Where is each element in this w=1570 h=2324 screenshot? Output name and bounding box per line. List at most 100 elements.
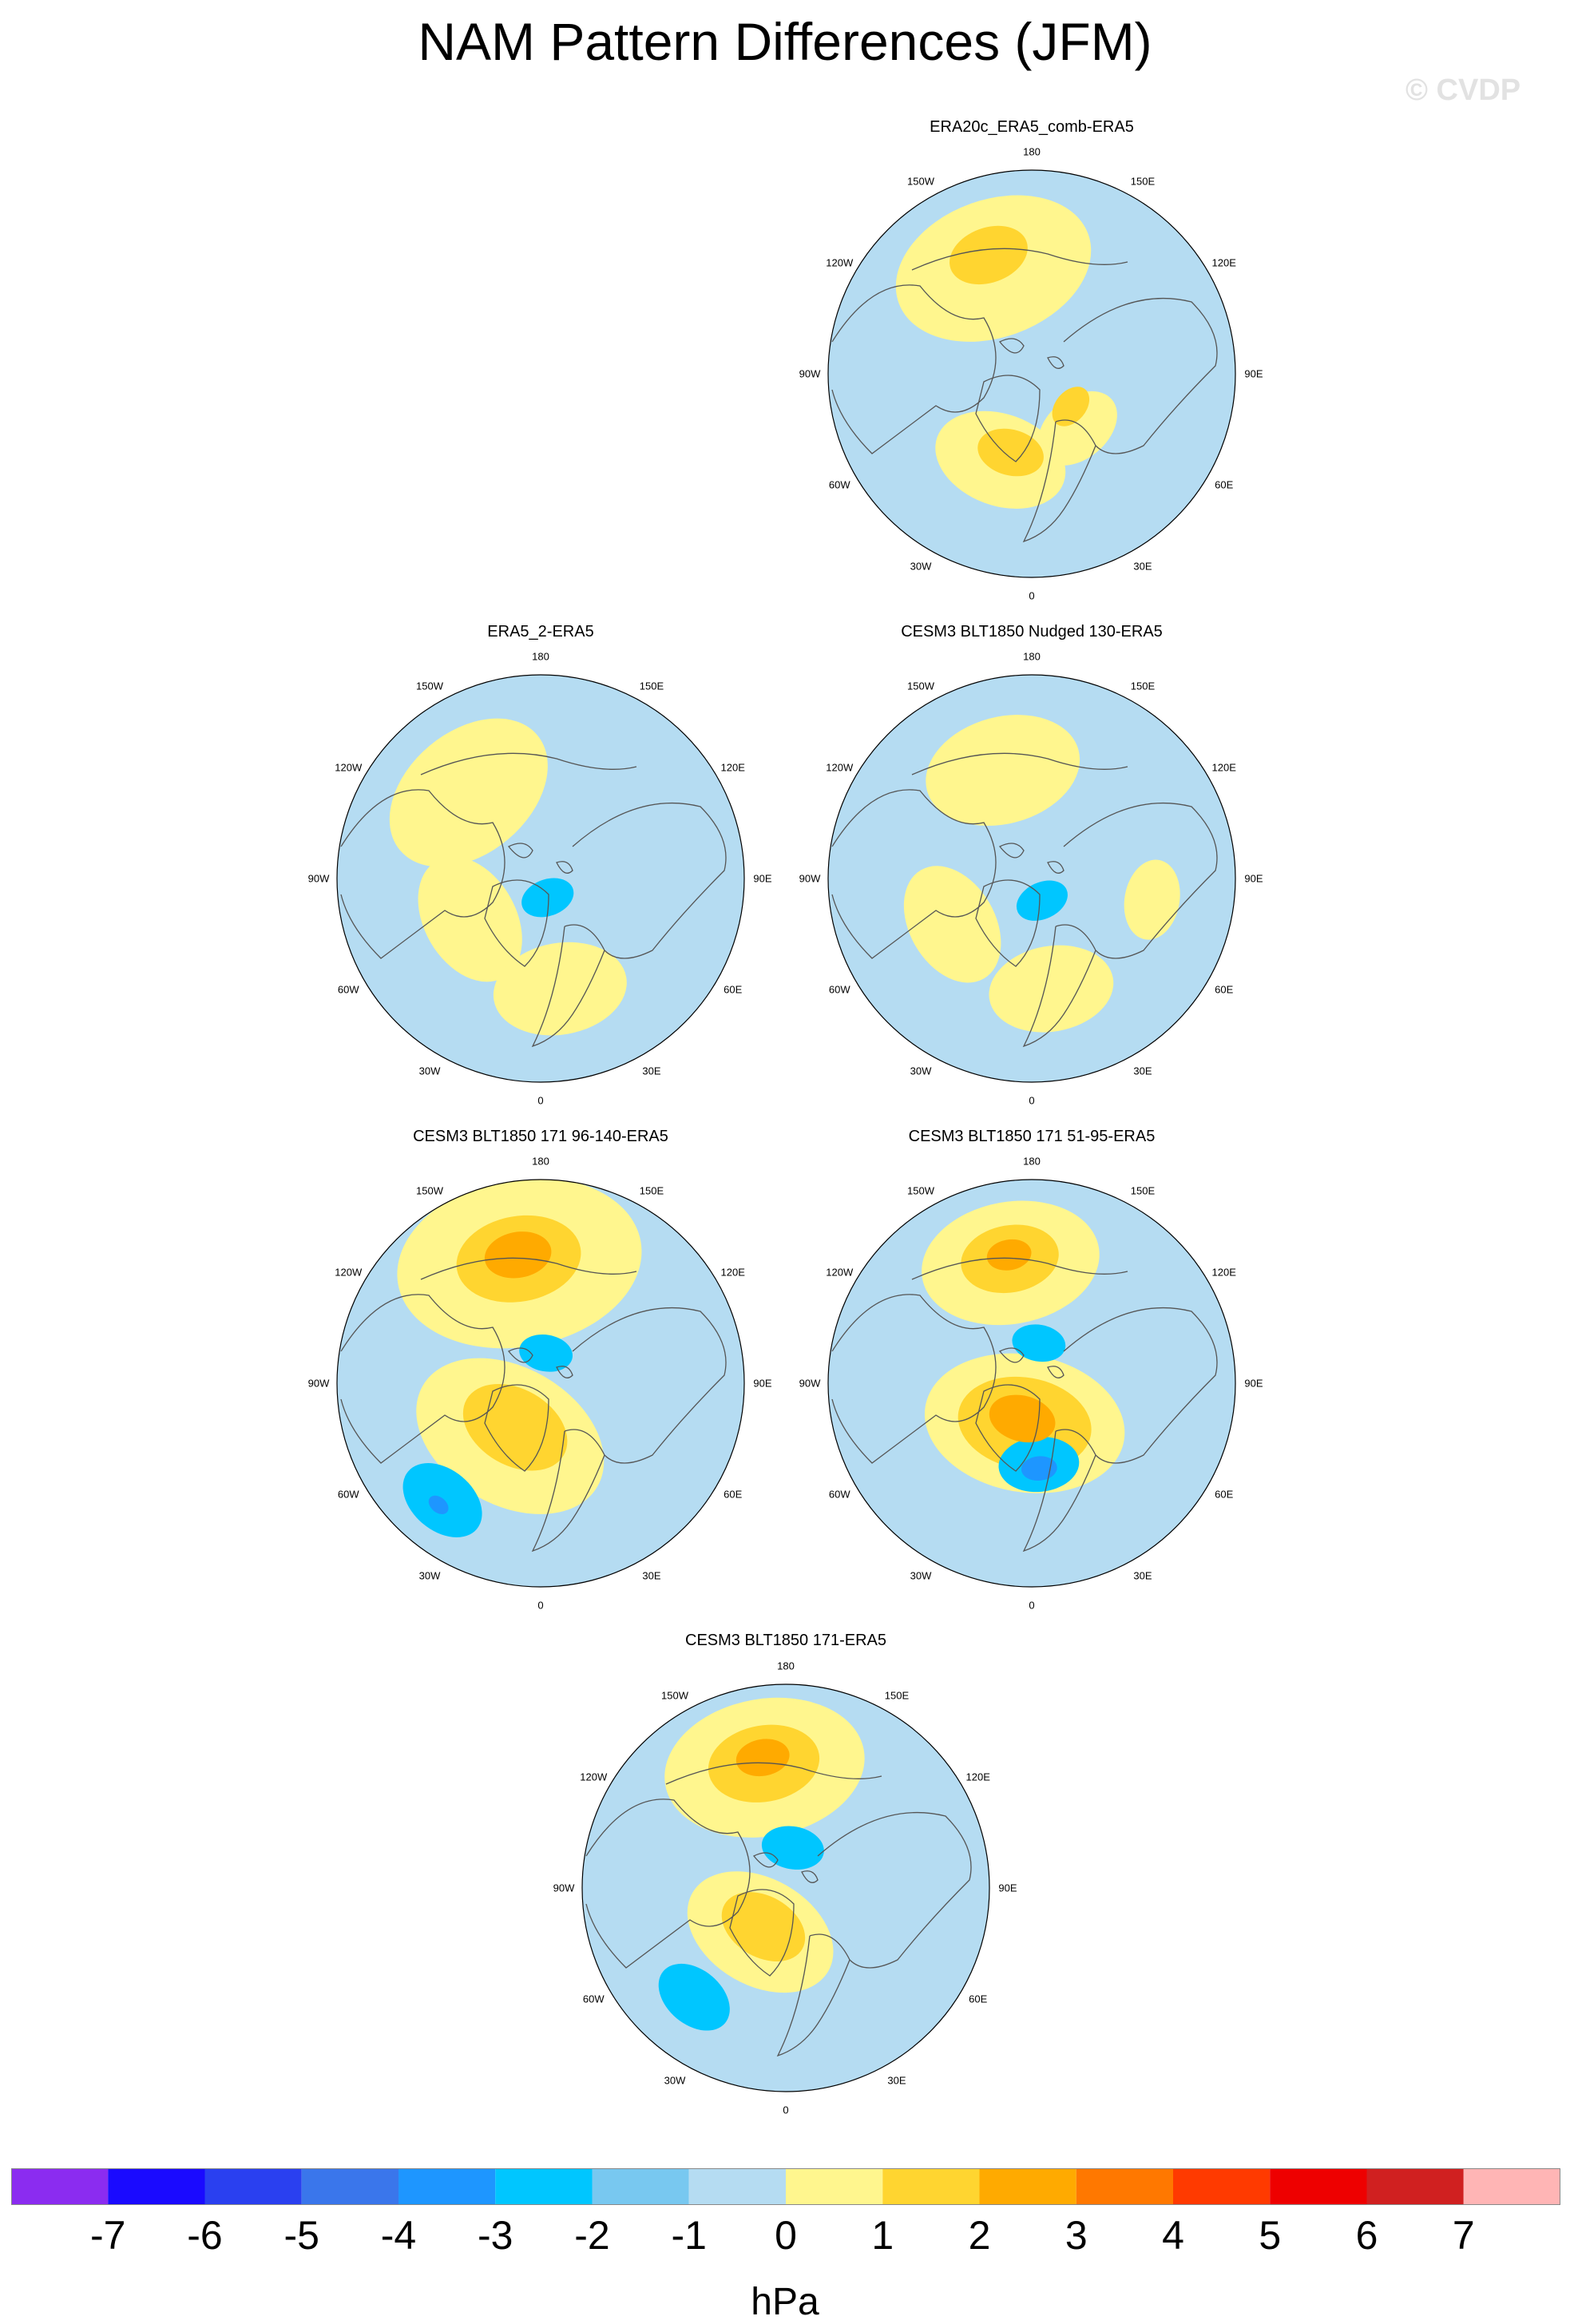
anomaly-region (721, 1892, 806, 1961)
figure-title: NAM Pattern Differences (JFM) (418, 12, 1152, 71)
colorbar-swatch (882, 2168, 980, 2205)
longitude-label: 150W (907, 175, 934, 188)
map-boundary (827, 1179, 1236, 1588)
polar-map (827, 1179, 1236, 1588)
longitude-label: 60E (1215, 983, 1234, 996)
colorbar-tick-label: -4 (380, 2213, 417, 2258)
coastline (340, 789, 505, 959)
longitude-label: 120W (580, 1771, 608, 1783)
colorbar-swatch (398, 2168, 496, 2205)
anomaly-region (493, 942, 627, 1036)
coastline (1022, 419, 1096, 543)
panel-title: CESM3 BLT1850 171-ERA5 (685, 1632, 886, 1649)
longitude-label: 30W (418, 1065, 441, 1077)
watermark: © CVDP (1405, 73, 1521, 107)
coastline (729, 1889, 795, 1977)
longitude-label: 60E (724, 983, 743, 996)
colorbar-tick-label: 5 (1259, 2213, 1282, 2258)
map-boundary (336, 1179, 745, 1588)
anomaly-region (1124, 859, 1180, 940)
longitude-label: 60W (828, 478, 850, 491)
longitude-label: 90W (307, 872, 330, 885)
colorbar-swatch (1366, 2168, 1464, 2205)
coastline (1063, 802, 1218, 959)
anomaly-region (519, 1334, 573, 1372)
colorbar-tick-label: 2 (968, 2213, 991, 2258)
anomaly-region (418, 856, 522, 982)
anomaly-region (389, 718, 548, 867)
colorbar-tick-label: -5 (283, 2213, 319, 2258)
coastline (831, 1294, 997, 1464)
longitude-label: 0 (783, 2104, 789, 2116)
coastline (484, 1384, 549, 1472)
longitude-label: 120W (335, 761, 363, 774)
coastline (776, 1933, 850, 2057)
colorbar-tick-label: -7 (90, 2213, 126, 2258)
panel-title: CESM3 BLT1850 171 96-140-ERA5 (413, 1128, 668, 1145)
coastline (998, 1347, 1025, 1363)
longitude-label: 150W (907, 1184, 934, 1197)
longitude-label: 150E (1130, 680, 1156, 692)
longitude-label: 150W (416, 680, 443, 692)
coastline (1063, 1307, 1218, 1464)
anomaly-region (1012, 1324, 1066, 1362)
anomaly-region (986, 1239, 1032, 1271)
longitude-label: 120E (1211, 761, 1236, 774)
longitude-label: 150E (639, 1184, 664, 1197)
colorbar-swatch (592, 2168, 689, 2205)
longitude-label: 150E (884, 1689, 910, 1702)
coastline (484, 879, 549, 967)
longitude-label: 90W (799, 1377, 821, 1390)
longitude-label: 30E (1133, 1569, 1152, 1582)
anomaly-region (989, 1394, 1056, 1443)
longitude-label: 90W (799, 367, 821, 380)
longitude-label: 120W (826, 1266, 854, 1279)
coastline (911, 1257, 1128, 1280)
longitude-label: 90E (753, 1377, 772, 1390)
colorbar-swatch (1173, 2168, 1271, 2205)
coastline (801, 1870, 819, 1883)
longitude-label: 60W (828, 1488, 850, 1501)
panel-title: CESM3 BLT1850 171 51-95-ERA5 (908, 1128, 1156, 1145)
longitude-label: 60E (724, 1488, 743, 1501)
colorbar-tick-label: 4 (1162, 2213, 1184, 2258)
anomaly-region (735, 1739, 790, 1777)
coastline (975, 375, 1041, 462)
longitude-label: 180 (532, 650, 549, 663)
longitude-label: 30W (664, 2074, 686, 2087)
longitude-label: 30W (910, 1065, 932, 1077)
colorbar-swatch (786, 2168, 883, 2205)
longitude-label: 30E (642, 1065, 661, 1077)
longitude-label: 30E (1133, 560, 1152, 573)
colorbar-swatch (301, 2168, 398, 2205)
anomaly-region (950, 225, 1028, 285)
map-boundary (581, 1684, 990, 2092)
longitude-label: 180 (532, 1155, 549, 1168)
colorbar-swatch (688, 2168, 786, 2205)
map-boundary (827, 169, 1236, 578)
colorbar (11, 2168, 1560, 2205)
coastlines (340, 1257, 727, 1553)
longitude-label: 60W (582, 1993, 605, 2005)
longitude-label: 150W (907, 680, 934, 692)
longitude-label: 90W (307, 1377, 330, 1390)
longitude-label: 120W (826, 761, 854, 774)
colorbar-units: hPa (751, 2281, 819, 2323)
colorbar-swatch (1076, 2168, 1173, 2205)
longitude-label: 60W (337, 983, 359, 996)
longitude-label: 30W (910, 560, 932, 573)
coastline (665, 1762, 882, 1785)
longitude-label: 60E (969, 1993, 988, 2005)
longitude-label: 90E (753, 872, 772, 885)
coastline (911, 248, 1128, 271)
longitude-label: 60W (337, 1488, 359, 1501)
coastline (585, 1799, 751, 1969)
anomaly-region (903, 866, 1001, 983)
longitude-label: 30W (910, 1569, 932, 1582)
longitude-label: 30E (642, 1569, 661, 1582)
longitude-label: 0 (537, 1094, 544, 1107)
polar-map (336, 674, 745, 1083)
coastline (420, 1257, 637, 1280)
longitude-label: 0 (1029, 1094, 1035, 1107)
coastline (1063, 297, 1218, 454)
